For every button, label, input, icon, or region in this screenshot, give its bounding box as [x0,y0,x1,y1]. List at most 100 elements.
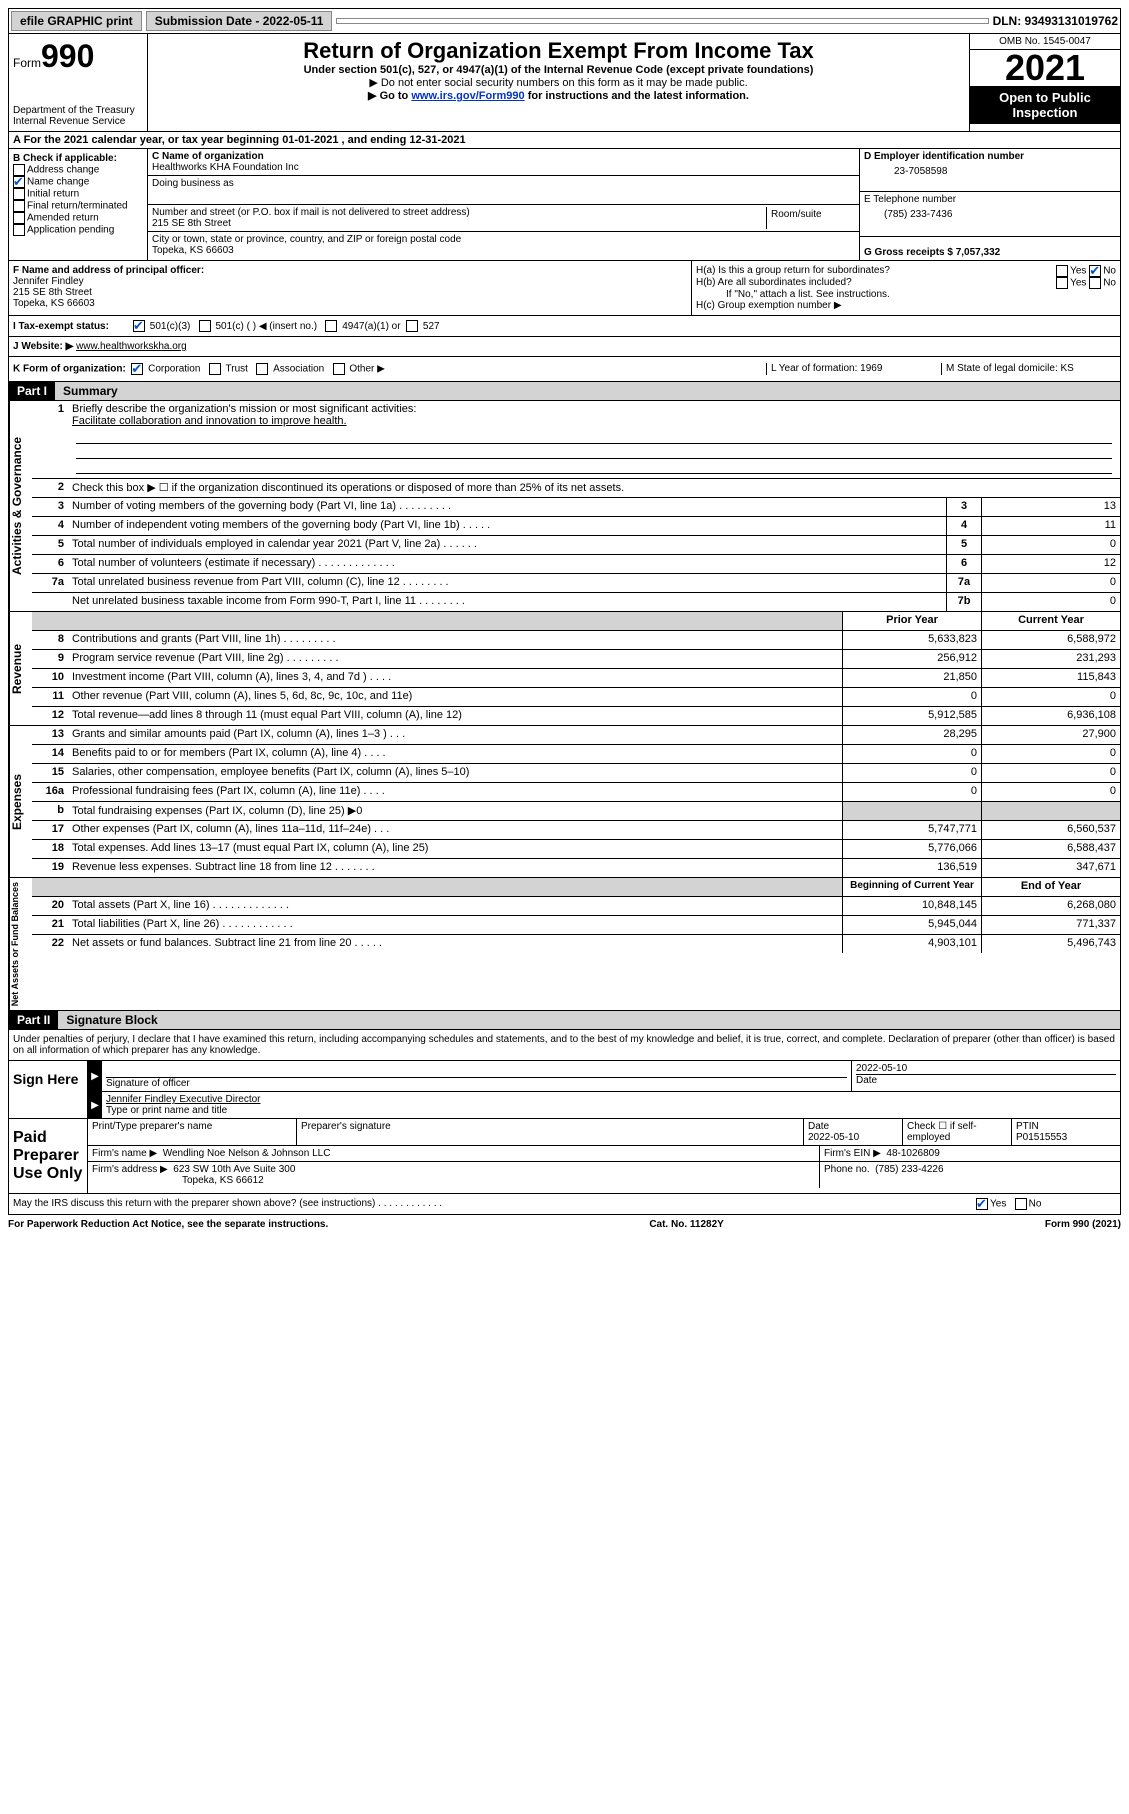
ha-yes[interactable] [1056,265,1068,277]
line-1-num: 1 [32,401,68,478]
prior-val: 28,295 [842,726,981,744]
side-net: Net Assets or Fund Balances [9,878,32,1010]
line-1-desc: Briefly describe the organization's miss… [72,403,1116,415]
website-value[interactable]: www.healthworkskha.org [76,341,187,352]
efile-button[interactable]: efile GRAPHIC print [11,11,142,31]
opt-501c: 501(c) ( ) ◀ (insert no.) [215,321,317,332]
subtitle-1: Under section 501(c), 527, or 4947(a)(1)… [152,64,965,76]
k-other[interactable] [333,363,345,375]
may-irs-label: May the IRS discuss this return with the… [13,1198,976,1210]
line-num: 19 [32,859,68,877]
table-row: 14 Benefits paid to or for members (Part… [32,745,1120,764]
line-desc: Other expenses (Part IX, column (A), lin… [68,821,842,839]
line-desc: Total revenue—add lines 8 through 11 (mu… [68,707,842,725]
header-left: Form990 Department of the Treasury Inter… [9,34,148,131]
i-527[interactable] [406,320,418,332]
f-label: F Name and address of principal officer: [13,265,687,276]
i-501c3[interactable] [133,320,145,332]
part-i-header: Part I Summary [8,382,1121,401]
sub3-pre: ▶ Go to [368,90,411,102]
line-desc: Total liabilities (Part X, line 26) . . … [68,916,842,934]
line-num: 16a [32,783,68,801]
prior-val: 5,776,066 [842,840,981,858]
check-final[interactable] [13,200,25,212]
mission-text: Facilitate collaboration and innovation … [72,415,1116,427]
end-val: 6,268,080 [981,897,1120,915]
line-box: 7a [946,574,981,592]
line-num: 17 [32,821,68,839]
i-501c[interactable] [199,320,211,332]
ptin-value: P01515553 [1016,1132,1116,1143]
phone-value: (785) 233-7436 [864,205,1116,220]
line-desc: Contributions and grants (Part VIII, lin… [68,631,842,649]
form-title: Return of Organization Exempt From Incom… [152,38,965,64]
line-num [32,593,68,611]
arrow-icon-2: ▶ [88,1092,102,1118]
curr-val: 0 [981,745,1120,763]
firm-addr1: 623 SW 10th Ave Suite 300 [173,1164,295,1175]
submission-date-button[interactable]: Submission Date - 2022-05-11 [146,11,333,31]
irs-link[interactable]: www.irs.gov/Form990 [411,90,524,102]
opt-4947: 4947(a)(1) or [342,321,400,332]
table-row: 19 Revenue less expenses. Subtract line … [32,859,1120,877]
g-label: G Gross receipts $ 7,057,332 [864,247,1000,258]
hb-no[interactable] [1089,277,1101,289]
i-4947[interactable] [325,320,337,332]
firm-phone: (785) 233-4226 [875,1164,943,1175]
check-initial[interactable] [13,188,25,200]
ha-no[interactable] [1089,265,1101,277]
dln-label: DLN: 93493131019762 [993,14,1118,28]
line-desc: Revenue less expenses. Subtract line 18 … [68,859,842,877]
dept-treasury: Department of the Treasury Internal Reve… [13,105,143,127]
curr-val: 6,588,972 [981,631,1120,649]
subtitle-2: ▶ Do not enter social security numbers o… [152,76,965,89]
check-amended[interactable] [13,212,25,224]
k-corp[interactable] [131,363,143,375]
prior-val: 0 [842,745,981,763]
opt-pending: Application pending [27,225,114,236]
hb-yes[interactable] [1056,277,1068,289]
opt-501c3: 501(c)(3) [150,321,191,332]
table-row: 8 Contributions and grants (Part VIII, l… [32,631,1120,650]
k-assoc[interactable] [256,363,268,375]
line-num: 10 [32,669,68,687]
net-shade [68,878,842,896]
irs-no-label: No [1029,1199,1042,1210]
check-pending[interactable] [13,224,25,236]
blank-bar [336,18,988,24]
irs-yes-label: Yes [990,1199,1006,1210]
begin-val: 4,903,101 [842,935,981,953]
line-2-desc: Check this box ▶ ☐ if the organization d… [68,479,1120,497]
check-name[interactable] [13,176,25,188]
m-label: M State of legal domicile: KS [941,363,1116,375]
opt-initial: Initial return [27,189,79,200]
table-row: 12 Total revenue—add lines 8 through 11 … [32,707,1120,725]
line-box: 5 [946,536,981,554]
table-row: 21 Total liabilities (Part X, line 26) .… [32,916,1120,935]
curr-val: 6,588,437 [981,840,1120,858]
irs-yes[interactable] [976,1198,988,1210]
side-governance: Activities & Governance [9,401,32,611]
form-word: Form [13,56,41,70]
part-ii-header: Part II Signature Block [8,1011,1121,1030]
rev-shade-num [32,612,68,630]
table-row: 6 Total number of volunteers (estimate i… [32,555,1120,574]
k-trust[interactable] [209,363,221,375]
prior-val: 5,747,771 [842,821,981,839]
form-header: Form990 Department of the Treasury Inter… [8,34,1121,132]
officer-name: Jennifer Findley [13,276,687,287]
end-val: 771,337 [981,916,1120,934]
sig-date: 2022-05-10 [856,1063,1116,1074]
line-num: 12 [32,707,68,725]
section-b-g: B Check if applicable: Address change Na… [8,149,1121,261]
no-1: No [1103,266,1116,277]
open-public: Open to Public Inspection [970,86,1120,124]
line-desc: Total fundraising expenses (Part IX, col… [68,802,842,820]
expenses-block: Expenses 13 Grants and similar amounts p… [8,726,1121,878]
room-label: Room/suite [767,207,855,229]
line-num: 3 [32,498,68,516]
curr-val: 27,900 [981,726,1120,744]
table-row: 16a Professional fundraising fees (Part … [32,783,1120,802]
line-num: 18 [32,840,68,858]
irs-no[interactable] [1015,1198,1027,1210]
